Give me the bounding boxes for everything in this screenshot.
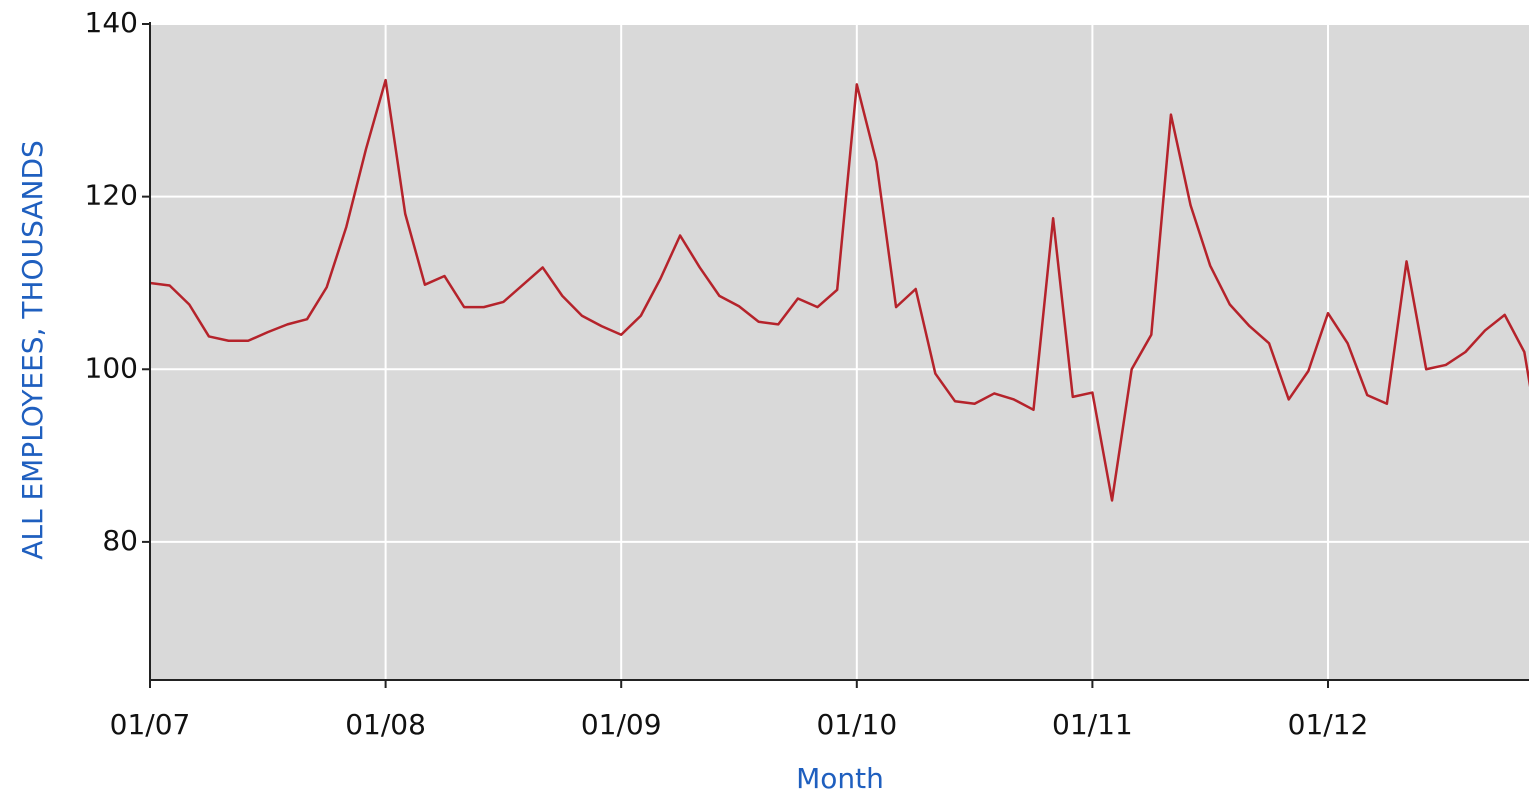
x-tick-label: 01/08 [345,708,426,741]
y-axis-title: ALL EMPLOYEES, THOUSANDS [16,140,49,560]
x-tick-label: 01/09 [581,708,662,741]
series [150,78,1529,502]
x-tick-label: 01/12 [1288,708,1369,741]
y-tick-label: 120 [85,179,138,212]
x-tick-label: 01/11 [1052,708,1133,741]
y-tick-label: 100 [85,351,138,384]
x-axis-title: Month [796,762,884,795]
y-tick-label: 140 [85,6,138,39]
x-tick-label: 01/07 [110,708,191,741]
plot-area [150,24,1529,680]
x-tick-label: 01/10 [816,708,897,741]
y-tick-label: 80 [102,524,138,557]
series-line [150,78,1529,502]
